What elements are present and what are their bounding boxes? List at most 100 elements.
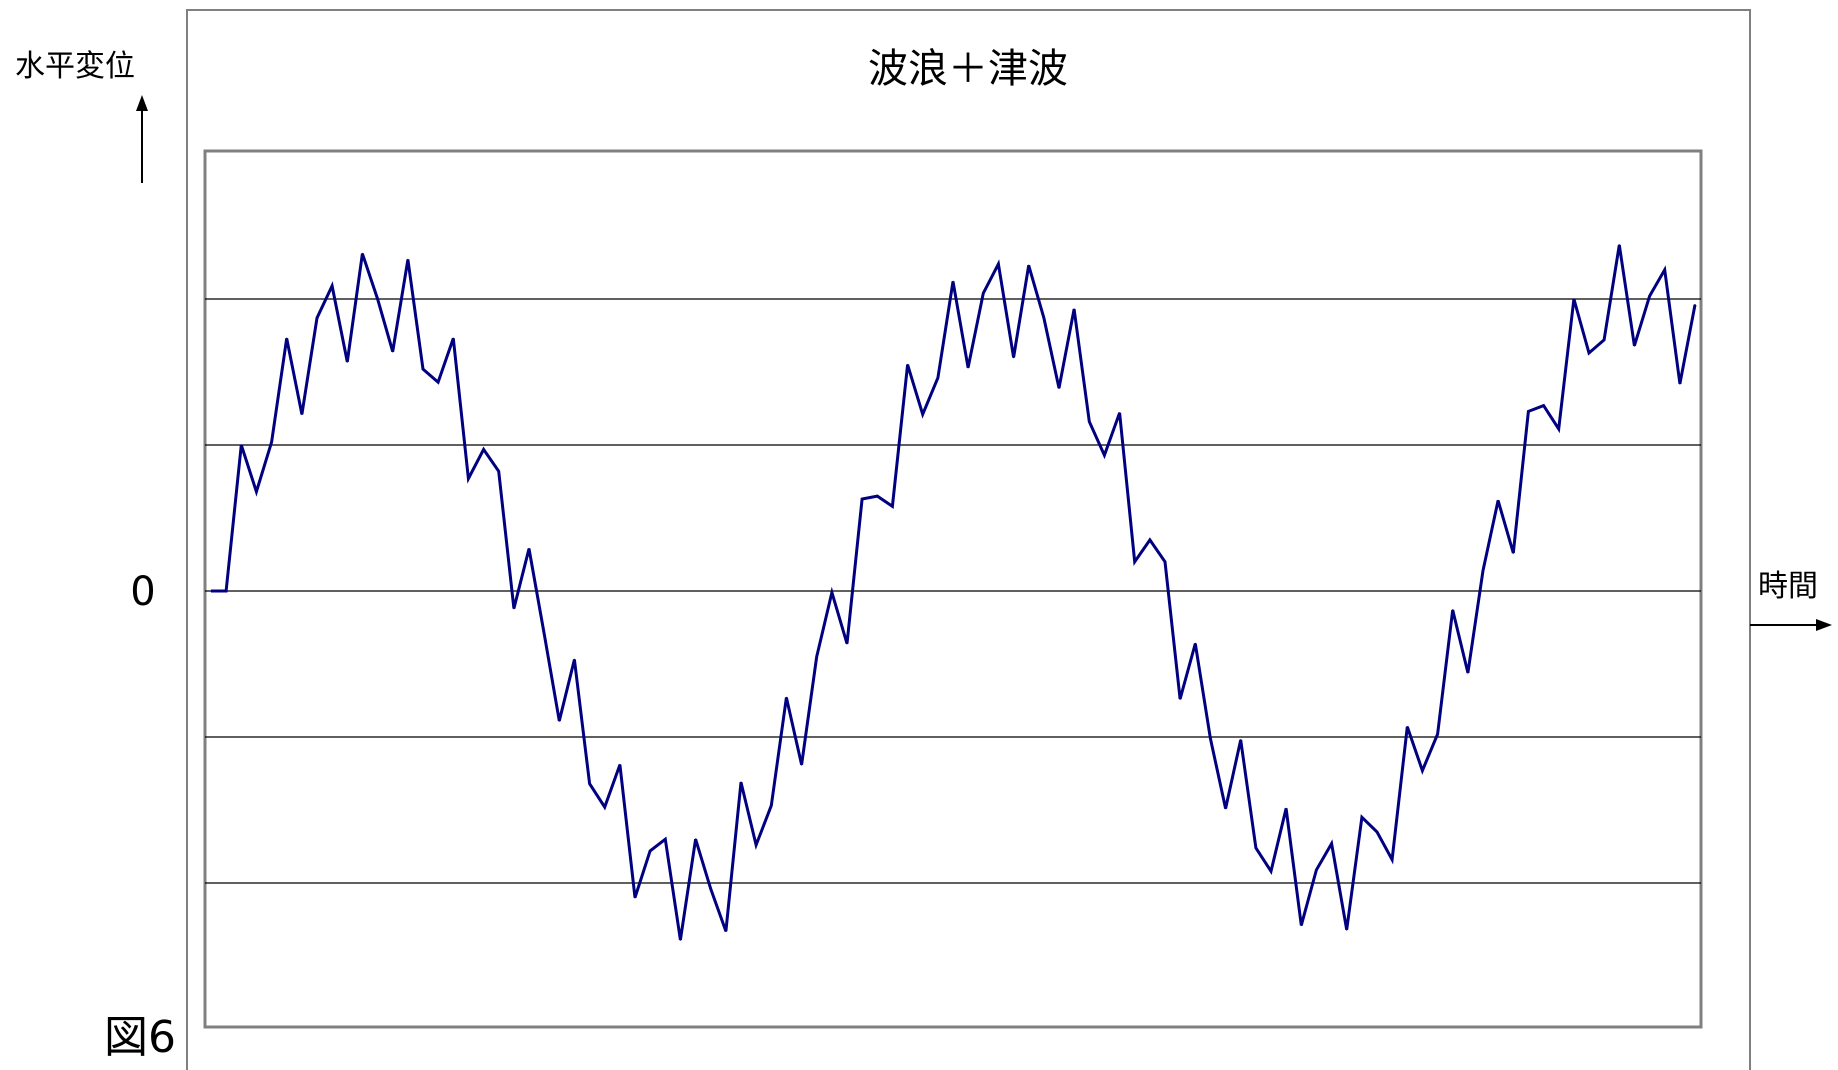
data-point [543,632,545,635]
data-point [1088,420,1091,423]
data-point [285,337,288,340]
data-point [588,782,591,785]
data-point [770,804,773,807]
data-point [437,381,439,384]
data-point [906,363,909,366]
data-point [1179,698,1181,700]
data-point [1027,264,1030,267]
data-point [709,888,712,890]
data-point [270,441,273,443]
y-axis-arrow-icon [136,95,148,183]
data-point [422,368,424,370]
data-point [952,280,954,283]
data-point [1315,869,1318,871]
data-point [255,490,258,493]
data-point [694,838,697,840]
data-point [603,806,606,808]
data-point [1300,924,1303,927]
data-point [1209,737,1212,740]
y-axis-label: 水平変位 [15,49,135,84]
plot-area [203,149,1703,1029]
data-point [1376,831,1378,833]
data-point [982,292,985,295]
data-point [346,361,349,363]
data-point [831,591,833,594]
data-point [1451,609,1454,611]
data-point [361,252,364,255]
data-point [921,413,924,416]
data-point [1542,404,1545,407]
data-point [1633,344,1636,347]
data-point [1285,807,1287,810]
data-point [997,263,1000,265]
data-point [649,850,651,852]
data-point [1648,295,1651,297]
series-points [210,244,1696,941]
data-point [1527,410,1530,413]
data-point [1239,739,1242,741]
data-point [301,413,303,416]
data-point [1557,428,1560,430]
data-point [331,285,333,287]
data-point [1467,672,1469,674]
data-point [1194,642,1197,645]
gridlines [205,298,1701,884]
data-point [1330,842,1333,845]
data-point [1436,733,1439,735]
data-point [861,498,863,500]
data-point [1573,298,1575,300]
data-point [1103,454,1106,457]
data-point [1149,539,1151,541]
data-point [1345,928,1348,931]
data-point [1361,816,1363,819]
data-point [1618,244,1621,246]
data-point [1482,569,1484,572]
figure-label: 図6 [104,1012,176,1063]
data-point [573,658,576,661]
data-point [846,642,848,645]
x-axis-label: 時間 [1758,569,1818,604]
data-point [513,607,515,610]
data-point [815,655,818,658]
data-point [1118,412,1121,414]
chart-title: 波浪＋津波 [868,46,1068,92]
data-point [558,720,561,722]
data-point [891,505,894,508]
data-point [876,495,879,497]
x-axis-arrow-icon [1750,619,1832,631]
data-point [800,763,803,766]
data-point [679,939,682,941]
data-point [1421,769,1424,772]
data-point [407,258,409,261]
data-point [1679,382,1681,385]
data-point [725,930,727,932]
data-point [1224,807,1227,810]
data-point [1255,847,1257,849]
data-point [1133,561,1136,563]
data-point [937,377,939,379]
data-point [210,590,212,592]
data-point [1497,499,1499,502]
data-point [240,444,243,446]
data-point [1043,317,1045,319]
data-point [528,547,530,550]
data-point [1270,870,1272,873]
data-point [755,844,757,846]
data-point [376,298,379,300]
data-point [664,838,667,840]
data-point [1694,304,1696,306]
data-point [785,696,788,699]
data-point [225,590,227,592]
data-point [452,337,455,340]
data-point [482,448,485,451]
data-point [1603,339,1605,341]
data-point [967,366,969,369]
data-point [634,896,636,899]
data-point [1588,352,1590,354]
data-point [619,763,621,766]
y-tick-label: 0 [130,569,155,615]
data-point [316,317,318,319]
y-tick-labels: 0 [130,569,155,615]
data-point [1391,858,1393,861]
data-point [1512,552,1515,554]
